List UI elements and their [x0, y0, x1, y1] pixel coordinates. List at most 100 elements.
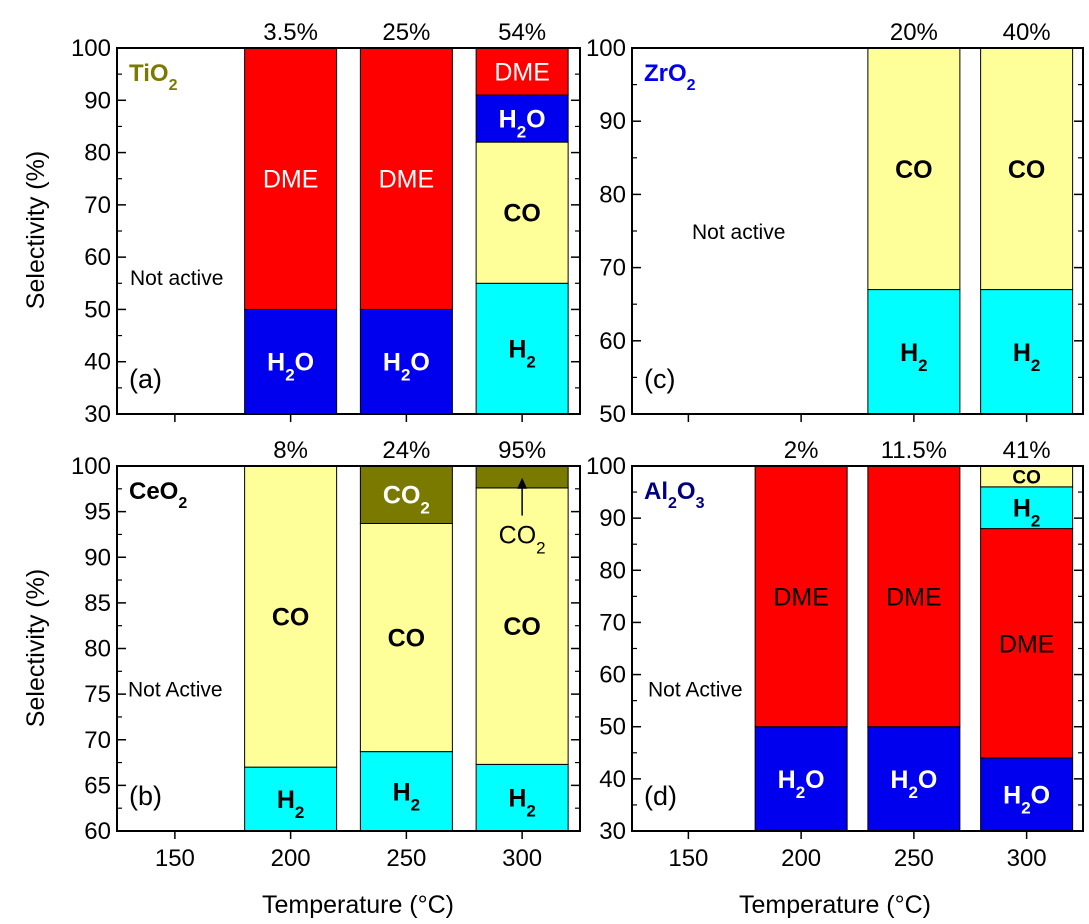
bar-segment-300-dme — [980, 528, 1074, 759]
x-tick-label: 150 — [668, 845, 708, 872]
y-tick-label: 50 — [599, 714, 626, 741]
y-tick-label: 60 — [599, 662, 626, 689]
bar-label-300-h2: H2 — [1013, 339, 1041, 375]
bar-label-300-h2: H2 — [508, 785, 536, 821]
catalyst-title: CeO2 — [129, 478, 187, 512]
bar-label-200-dme: DME — [773, 583, 829, 611]
y-tick-label: 40 — [84, 349, 111, 376]
x-axis-label-left: Temperature (°C) — [262, 891, 454, 919]
y-tick-label: 80 — [599, 557, 626, 584]
y-tick-label: 100 — [586, 453, 626, 480]
x-axis-label-right: Temperature (°C) — [739, 891, 931, 919]
conversion-label: 3.5% — [263, 19, 318, 46]
bar-label-300-co: CO — [1008, 156, 1046, 184]
chart-panel-b: H2 CO H2 CO CO2 H2 CO CO2 60 65 70 75 80 85 90 95 100 150… — [71, 437, 581, 872]
bar-segment-250-h2o — [867, 726, 961, 832]
bar-label-300-h2: H2 — [1013, 495, 1041, 531]
bar-label-250-co: CO — [895, 156, 933, 184]
bar-label-300-h2o: H2O — [499, 106, 546, 142]
chart-panel-c: H2 CO H2 CO 50 60 70 80 90 100 20% 40% ZrO2 (c) Not ac… — [586, 19, 1084, 428]
conversion-label: 25% — [382, 19, 430, 46]
conversion-label: 11.5% — [881, 437, 947, 464]
y-tick-label: 90 — [84, 87, 111, 114]
y-tick-label: 100 — [71, 35, 111, 62]
y-tick-label: 90 — [599, 108, 626, 135]
y-tick-label: 95 — [84, 499, 111, 526]
y-tick-label: 70 — [599, 255, 626, 282]
conversion-label: 95% — [498, 437, 546, 464]
bar-segment-250-dme — [359, 47, 453, 310]
y-tick-label: 30 — [599, 818, 626, 845]
y-tick-label: 30 — [84, 401, 111, 428]
chart-panel-a: H2O DME H2O DME H2 CO H2O DME 30 40 50 60 70 80 90 100 3… — [71, 19, 581, 428]
x-tick-label: 150 — [155, 845, 195, 872]
y-tick-label: 85 — [84, 590, 111, 617]
bar-label-250-dme: DME — [379, 166, 435, 194]
y-tick-label: 50 — [84, 296, 111, 323]
y-tick-label: 80 — [599, 181, 626, 208]
bar-segment-200-dme — [244, 47, 338, 310]
bar-segment-200-h2o — [754, 726, 848, 832]
bar-label-200-co: CO — [272, 604, 310, 632]
y-tick-label: 100 — [586, 35, 626, 62]
bar-label-300-h2: H2 — [508, 336, 536, 372]
panel-label: (d) — [644, 781, 677, 811]
bar-label-200-h2: H2 — [277, 786, 305, 822]
conversion-label: 54% — [498, 19, 546, 46]
bar-segment-300-h2 — [980, 486, 1074, 530]
y-tick-label: 90 — [599, 505, 626, 532]
y-tick-label: 60 — [599, 328, 626, 355]
y-tick-label: 60 — [84, 244, 111, 271]
panels-group: H2O DME H2O DME H2 CO H2O DME 30 40 50 60 70 80 90 100 3… — [71, 19, 1084, 872]
not-active-label: Not Active — [648, 679, 743, 702]
bar-segment-300-h2 — [475, 763, 569, 832]
y-tick-label: 50 — [599, 401, 626, 428]
bar-label-300-co: CO — [503, 613, 541, 641]
y-tick-label: 65 — [84, 772, 111, 799]
y-tick-label: 80 — [84, 140, 111, 167]
y-axis-label-top: Selectivity (%) — [22, 151, 50, 309]
x-tick-label: 200 — [781, 845, 821, 872]
bar-segment-200-h2o — [244, 308, 338, 415]
y-tick-label: 60 — [84, 818, 111, 845]
bar-segment-300-co — [980, 47, 1074, 291]
chart-panel-d: H2O DME H2O DME H2O DME H2 CO 30 40 50 60 70 80 90 100 1… — [586, 437, 1084, 872]
panel-label: (a) — [129, 364, 162, 394]
y-tick-label: 70 — [84, 192, 111, 219]
y-axis-label-bottom: Selectivity (%) — [22, 569, 50, 727]
not-active-label: Not active — [692, 221, 785, 244]
conversion-label: 24% — [382, 437, 430, 464]
bar-segment-250-h2 — [359, 751, 453, 832]
bar-label-250-h2o: H2O — [383, 349, 430, 385]
bar-label-300-dme: DME — [494, 59, 550, 87]
panel-label: (c) — [644, 364, 675, 394]
catalyst-title: Al2O3 — [644, 478, 705, 512]
y-tick-label: 80 — [84, 636, 111, 663]
bar-label-300-dme: DME — [999, 630, 1055, 658]
bar-label-200-dme: DME — [263, 166, 319, 194]
bar-segment-300-dme — [475, 47, 569, 96]
bar-segment-250-h2 — [867, 289, 961, 415]
x-tick-label: 300 — [502, 845, 542, 872]
x-tick-label: 250 — [894, 845, 934, 872]
catalyst-title: ZrO2 — [644, 60, 696, 94]
y-tick-label: 40 — [599, 766, 626, 793]
panel-label: (b) — [129, 781, 162, 811]
bar-segment-250-co — [867, 47, 961, 291]
catalyst-title: TiO2 — [129, 60, 178, 94]
bar-segment-300-h2 — [980, 289, 1074, 415]
bar-label-300-co: CO — [1012, 467, 1041, 488]
annotation-arrow-head — [517, 477, 528, 489]
x-tick-label: 200 — [271, 845, 311, 872]
bar-label-250-h2o: H2O — [890, 766, 937, 802]
bar-segment-300-h2o — [980, 757, 1074, 832]
y-tick-label: 70 — [84, 727, 111, 754]
annotation-label: CO2 — [499, 522, 546, 558]
not-active-label: Not Active — [128, 679, 223, 702]
conversion-label: 41% — [1003, 437, 1051, 464]
bar-segment-300-co — [475, 487, 569, 765]
conversion-label: 40% — [1003, 19, 1051, 46]
bar-label-250-dme: DME — [886, 583, 942, 611]
bar-label-300-co: CO — [503, 200, 541, 228]
